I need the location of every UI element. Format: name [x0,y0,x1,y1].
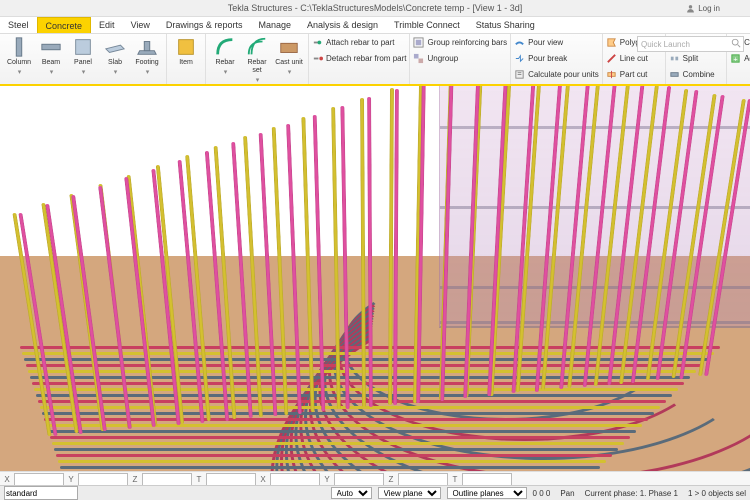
title-bar: Tekla Structures - C:\TeklaStructuresMod… [0,0,750,17]
coord-label-y: Y [322,475,332,484]
horizontal-rebar [56,454,612,457]
app-title: Tekla Structures - C:\TeklaStructuresMod… [228,3,522,13]
rebar-set-button[interactable]: Rebar set▾ [242,36,272,84]
combine-button[interactable]: Combine [669,67,723,82]
horizontal-rebar [46,424,642,427]
attach-rebar-to-part-button[interactable]: Attach rebar to part [312,35,406,50]
ribbon-group-item: Item [167,34,206,84]
item-label: Item [179,59,193,67]
slab-button[interactable]: Slab▾ [100,36,130,76]
horizontal-rebar [36,394,672,397]
group-label: Group reinforcing bars [427,38,507,47]
menu-view[interactable]: View [123,17,158,33]
panel-button[interactable]: Panel▾ [68,36,98,76]
standard-input[interactable] [4,486,78,500]
horizontal-rebar [24,358,708,361]
vertical-rebar [367,97,373,407]
search-placeholder: Quick Launch [641,40,690,49]
horizontal-rebar [34,388,678,391]
menu-drawings-reports[interactable]: Drawings & reports [158,17,251,33]
horizontal-rebar [58,460,606,463]
horizontal-rebar [30,376,690,379]
ungroup-icon [413,53,424,64]
detach-rebar-from-part-button[interactable]: Detach rebar from part [312,51,406,66]
login-label: Log in [698,4,720,13]
phase-readout: Current phase: 1. Phase 1 [585,489,678,498]
horizontal-rebar [48,430,636,433]
selection-readout: 1 > 0 objects sel [688,489,746,498]
horizontal-rebar [42,412,654,415]
menu-status-sharing[interactable]: Status Sharing [468,17,543,33]
column-button[interactable]: Column▾ [4,36,34,76]
coord-input-1[interactable] [78,473,128,486]
group-bars-button[interactable]: Group reinforcing bars [413,35,507,50]
login-link[interactable]: Log in [686,4,720,13]
rebar-button[interactable]: Rebar▾ [210,36,240,76]
coord-label-y: Y [66,475,76,484]
coord-label-z: Z [130,475,140,484]
coord-label-t: T [194,475,204,484]
horizontal-rebar [52,442,624,445]
coord-label-x: X [258,475,268,484]
horizontal-rebar [50,436,630,439]
coord-input-5[interactable] [334,473,384,486]
menu-manage[interactable]: Manage [250,17,299,33]
horizontal-rebar [38,400,666,403]
added-material-button[interactable]: +Added material [730,51,750,66]
menu-bar: SteelConcreteEditViewDrawings & reportsM… [0,17,750,34]
coords-readout: 0 0 0 [533,489,551,498]
coord-input-3[interactable] [206,473,256,486]
ribbon: Column▾Beam▾Panel▾Slab▾Footing▾ Item Reb… [0,34,750,86]
ungroup-label: Ungroup [427,54,458,63]
ribbon-group-pour: Pour viewPour breakCalculate pour units [511,34,603,84]
ribbon-group-rebar: Rebar▾Rebar set▾Cast unit▾ [206,34,309,84]
line-cut-button[interactable]: Line cut [606,51,662,66]
3d-viewport[interactable] [0,86,750,476]
coord-input-7[interactable] [462,473,512,486]
svg-text:+: + [733,54,737,63]
cast-unit-button[interactable]: Cast unit▾ [274,36,304,76]
ribbon-group-elements: Column▾Beam▾Panel▾Slab▾Footing▾ [0,34,167,84]
beam-button[interactable]: Beam▾ [36,36,66,76]
ribbon-group-group: Group reinforcing bars Ungroup [410,34,511,84]
coord-label-z: Z [386,475,396,484]
quick-launch-search[interactable]: Quick Launch [637,36,744,52]
coordinate-bar: XYZTXYZT [0,471,750,486]
coord-input-0[interactable] [14,473,64,486]
horizontal-rebar [40,406,660,409]
vertical-rebar [360,98,366,407]
horizontal-rebar [44,418,648,421]
part-cut-button[interactable]: Part cut [606,67,662,82]
coord-label-t: T [450,475,460,484]
group-icon [413,37,424,48]
status-bar: Auto View plane Outline planes 0 0 0 Pan… [0,485,750,500]
search-icon [731,38,741,48]
viewplane-select[interactable]: View plane [378,487,441,499]
ungroup-button[interactable]: Ungroup [413,51,507,66]
footing-button[interactable]: Footing▾ [132,36,162,76]
pan-mode: Pan [560,489,574,498]
user-icon [686,4,695,13]
menu-analysis-design[interactable]: Analysis & design [299,17,386,33]
menu-concrete[interactable]: Concrete [37,17,92,33]
coord-label-x: X [2,475,12,484]
menu-steel[interactable]: Steel [0,17,37,33]
coord-input-6[interactable] [398,473,448,486]
coord-input-2[interactable] [142,473,192,486]
calculate-pour-units-button[interactable]: Calculate pour units [514,67,599,82]
auto-select[interactable]: Auto [331,487,372,499]
ribbon-group-attach: Attach rebar to partDetach rebar from pa… [309,34,410,84]
menu-trimble-connect[interactable]: Trimble Connect [386,17,468,33]
coord-input-4[interactable] [270,473,320,486]
outline-select[interactable]: Outline planes [447,487,527,499]
menu-edit[interactable]: Edit [91,17,123,33]
pour-break-button[interactable]: Pour break [514,51,599,66]
split-button[interactable]: Split [669,51,723,66]
pour-view-button[interactable]: Pour view [514,35,599,50]
item-icon [175,36,197,58]
horizontal-rebar [54,448,618,451]
item-button[interactable]: Item [171,36,201,67]
horizontal-rebar [60,466,600,469]
